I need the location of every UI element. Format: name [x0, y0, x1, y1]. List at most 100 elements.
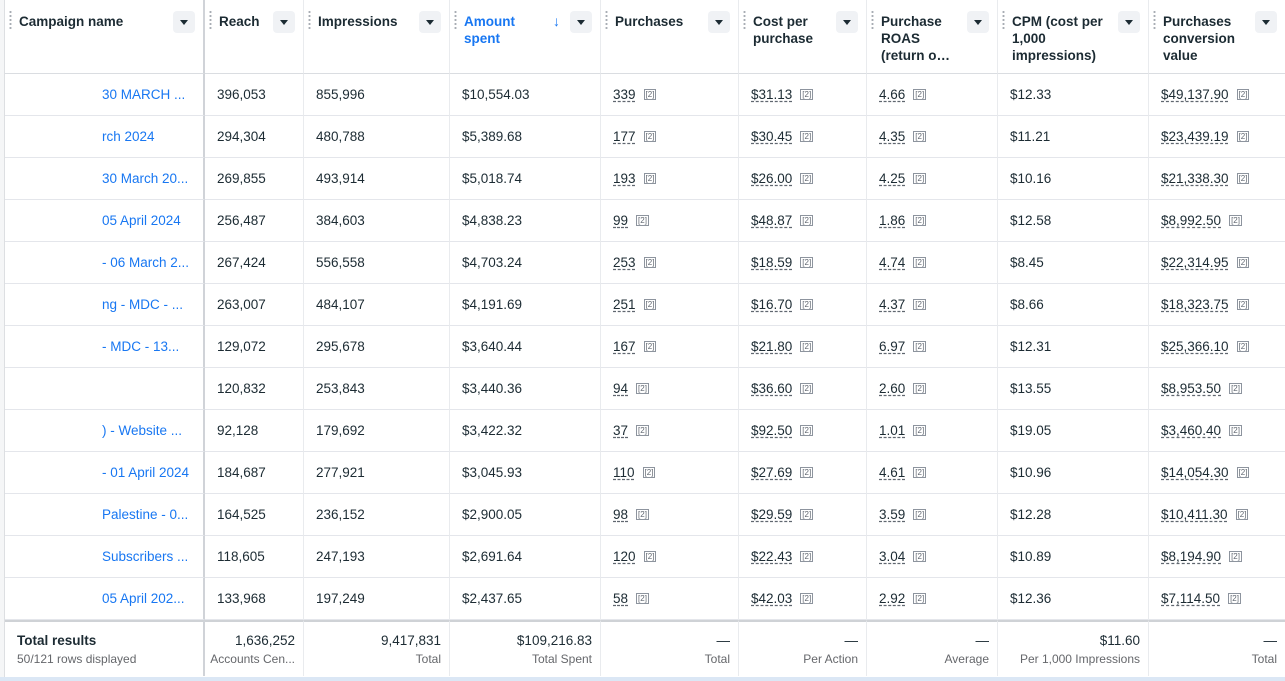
column-header-impressions[interactable]: Impressions: [304, 0, 450, 74]
campaign-name-cell[interactable]: ng - MDC - ...: [5, 284, 205, 326]
purchases-value[interactable]: 251: [613, 297, 636, 312]
campaign-name-cell[interactable]: - 06 March 2...: [5, 242, 205, 284]
column-menu-chevron-down-icon[interactable]: [708, 11, 730, 33]
horizontal-scrollbar[interactable]: [0, 677, 1285, 681]
purchases-value[interactable]: 110: [613, 465, 635, 480]
campaign-name-cell[interactable]: 05 April 2024: [5, 200, 205, 242]
drag-handle-icon[interactable]: [454, 10, 457, 30]
purchases-conversion-value-value[interactable]: $10,411.30: [1161, 507, 1228, 522]
campaign-name-cell[interactable]: 30 MARCH ...: [5, 74, 205, 116]
campaign-name-link[interactable]: rch 2024: [102, 129, 155, 144]
cost-per-purchase-value[interactable]: $30.45: [751, 129, 793, 144]
purchase-roas-value[interactable]: 1.01: [879, 423, 906, 438]
campaign-name-cell[interactable]: - MDC - 13...: [5, 326, 205, 368]
purchase-roas-value[interactable]: 4.25: [879, 171, 906, 186]
purchases-conversion-value-value[interactable]: $7,114.50: [1161, 591, 1221, 606]
campaign-name-link[interactable]: - 01 April 2024: [102, 465, 190, 480]
drag-handle-icon[interactable]: [605, 10, 608, 30]
column-header-purchases[interactable]: Purchases: [601, 0, 739, 74]
campaign-name-link[interactable]: ) - Website ...: [102, 423, 183, 438]
purchases-value[interactable]: 177: [613, 129, 636, 144]
cost-per-purchase-value[interactable]: $31.13: [751, 87, 793, 102]
column-menu-chevron-down-icon[interactable]: [173, 11, 195, 33]
cost-per-purchase-value[interactable]: $29.59: [751, 507, 793, 522]
purchase-roas-value[interactable]: 4.35: [879, 129, 906, 144]
cost-per-purchase-value[interactable]: $18.59: [751, 255, 793, 270]
campaign-name-link[interactable]: - 06 March 2...: [102, 255, 190, 270]
purchase-roas-value[interactable]: 4.61: [879, 465, 906, 480]
campaign-name-link[interactable]: 30 March 20...: [102, 171, 189, 186]
campaign-name-cell[interactable]: - 01 April 2024: [5, 452, 205, 494]
purchases-value[interactable]: 37: [613, 423, 629, 438]
cost-per-purchase-value[interactable]: $36.60: [751, 381, 793, 396]
column-menu-chevron-down-icon[interactable]: [1118, 11, 1140, 33]
purchases-value[interactable]: 98: [613, 507, 629, 522]
purchase-roas-value[interactable]: 3.04: [879, 549, 906, 564]
column-menu-chevron-down-icon[interactable]: [1255, 11, 1277, 33]
column-menu-chevron-down-icon[interactable]: [273, 11, 295, 33]
purchases-conversion-value-value[interactable]: $8,992.50: [1161, 213, 1222, 228]
purchase-roas-value[interactable]: 1.86: [879, 213, 906, 228]
cost-per-purchase-value[interactable]: $21.80: [751, 339, 793, 354]
column-header-cost-per-purchase[interactable]: Cost per purchase: [739, 0, 867, 74]
campaign-name-cell[interactable]: Palestine - 0...: [5, 494, 205, 536]
purchase-roas-value[interactable]: 4.66: [879, 87, 906, 102]
purchases-conversion-value-value[interactable]: $3,460.40: [1161, 423, 1222, 438]
purchases-value[interactable]: 99: [613, 213, 629, 228]
sort-descending-icon[interactable]: ↓: [553, 13, 560, 29]
purchases-conversion-value-value[interactable]: $25,366.10: [1161, 339, 1229, 354]
cost-per-purchase-value[interactable]: $48.87: [751, 213, 793, 228]
campaign-name-cell[interactable]: Subscribers ...: [5, 536, 205, 578]
cost-per-purchase-value[interactable]: $26.00: [751, 171, 793, 186]
purchase-roas-value[interactable]: 2.60: [879, 381, 906, 396]
campaign-name-link[interactable]: Subscribers ...: [102, 549, 189, 564]
purchases-conversion-value-value[interactable]: $8,194.90: [1161, 549, 1222, 564]
column-header-reach[interactable]: Reach: [205, 0, 304, 74]
purchases-conversion-value-value[interactable]: $49,137.90: [1161, 87, 1229, 102]
campaign-name-cell[interactable]: rch 2024: [5, 116, 205, 158]
campaign-name-cell[interactable]: ) - Website ...: [5, 410, 205, 452]
purchase-roas-value[interactable]: 4.37: [879, 297, 906, 312]
campaign-name-link[interactable]: 05 April 2024: [102, 213, 181, 228]
cost-per-purchase-value[interactable]: $92.50: [751, 423, 793, 438]
campaign-name-cell[interactable]: [5, 368, 205, 410]
campaign-name-link[interactable]: - MDC - 13...: [102, 339, 180, 354]
column-header-campaign-name[interactable]: Campaign name: [5, 0, 205, 74]
cost-per-purchase-value[interactable]: $27.69: [751, 465, 793, 480]
purchase-roas-value[interactable]: 2.92: [879, 591, 906, 606]
drag-handle-icon[interactable]: [1153, 10, 1156, 30]
drag-handle-icon[interactable]: [308, 10, 311, 30]
purchases-conversion-value-value[interactable]: $23,439.19: [1161, 129, 1229, 144]
drag-handle-icon[interactable]: [743, 10, 746, 30]
cost-per-purchase-value[interactable]: $42.03: [751, 591, 793, 606]
column-menu-chevron-down-icon[interactable]: [419, 11, 441, 33]
purchase-roas-value[interactable]: 3.59: [879, 507, 906, 522]
drag-handle-icon[interactable]: [871, 10, 874, 30]
purchases-conversion-value-value[interactable]: $21,338.30: [1161, 171, 1229, 186]
column-menu-chevron-down-icon[interactable]: [836, 11, 858, 33]
column-header-cpm[interactable]: CPM (cost per 1,000 impressions): [998, 0, 1149, 74]
drag-handle-icon[interactable]: [9, 10, 12, 30]
purchases-conversion-value-value[interactable]: $22,314.95: [1161, 255, 1229, 270]
drag-handle-icon[interactable]: [209, 10, 212, 30]
purchase-roas-value[interactable]: 6.97: [879, 339, 906, 354]
purchases-conversion-value-value[interactable]: $18,323.75: [1161, 297, 1229, 312]
drag-handle-icon[interactable]: [1002, 10, 1005, 30]
column-header-amount-spent[interactable]: Amount spent ↓: [450, 0, 601, 74]
purchases-conversion-value-value[interactable]: $8,953.50: [1161, 381, 1222, 396]
campaign-name-link[interactable]: ng - MDC - ...: [102, 297, 184, 312]
purchases-conversion-value-value[interactable]: $14,054.30: [1161, 465, 1229, 480]
purchases-value[interactable]: 167: [613, 339, 636, 354]
purchases-value[interactable]: 253: [613, 255, 636, 270]
purchases-value[interactable]: 94: [613, 381, 629, 396]
campaign-name-link[interactable]: Palestine - 0...: [102, 507, 189, 522]
cost-per-purchase-value[interactable]: $16.70: [751, 297, 793, 312]
purchase-roas-value[interactable]: 4.74: [879, 255, 906, 270]
campaign-name-link[interactable]: 05 April 202...: [102, 591, 185, 606]
campaign-name-cell[interactable]: 30 March 20...: [5, 158, 205, 200]
campaign-name-cell[interactable]: 05 April 202...: [5, 578, 205, 620]
column-menu-chevron-down-icon[interactable]: [967, 11, 989, 33]
purchases-value[interactable]: 339: [613, 87, 636, 102]
column-header-purchases-conversion-value[interactable]: Purchases conversion value: [1149, 0, 1285, 74]
cost-per-purchase-value[interactable]: $22.43: [751, 549, 793, 564]
